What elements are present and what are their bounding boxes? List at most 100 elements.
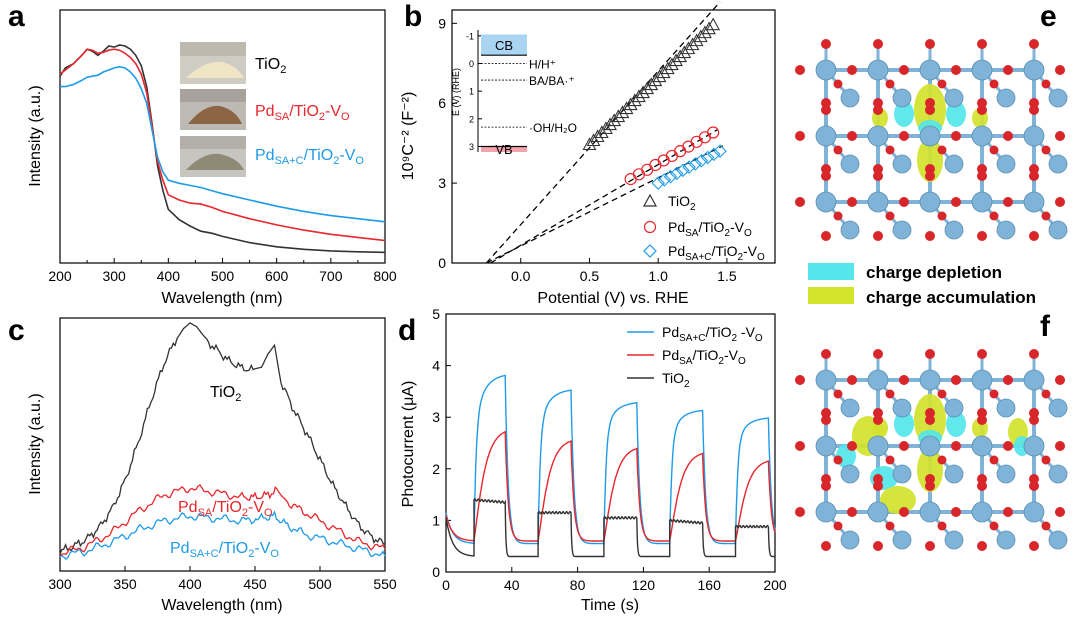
b-point-pdsac <box>682 160 696 174</box>
o-atom <box>1029 474 1039 484</box>
o-atom <box>989 79 999 89</box>
ti-atom <box>971 369 993 391</box>
o-atom <box>925 408 935 418</box>
d-xtick-label: 160 <box>698 577 722 593</box>
b-point-pdsa <box>632 168 646 181</box>
a-xtick-label: 500 <box>211 268 235 284</box>
o-atom <box>1055 197 1065 207</box>
b-point-tio2 <box>640 81 655 95</box>
o-atom <box>1029 408 1039 418</box>
o-atom <box>821 481 831 491</box>
d-ytick-label: 4 <box>432 358 440 374</box>
o-atom <box>1029 231 1039 241</box>
o-atom <box>925 39 935 49</box>
o-atom <box>951 197 961 207</box>
o-atom <box>1041 145 1051 155</box>
d-xtick-label: 200 <box>763 577 787 593</box>
ti-atom <box>815 435 837 457</box>
ti-atom <box>840 530 860 550</box>
c-xtick-label: 450 <box>243 576 267 592</box>
ti-atom <box>919 501 941 523</box>
o-atom <box>821 105 831 115</box>
o-atom <box>1029 541 1039 551</box>
b-point-tio2 <box>599 121 613 135</box>
panel-f-letter: f <box>1040 310 1051 343</box>
o-atom <box>989 389 999 399</box>
depletion-label: charge depletion <box>866 263 1002 282</box>
o-atom <box>977 481 987 491</box>
ti-atom <box>840 154 860 174</box>
ti-atom <box>1023 191 1045 213</box>
b-ytick-label: 3 <box>438 175 446 191</box>
b-point-pdsa <box>649 158 662 172</box>
o-atom <box>1041 389 1051 399</box>
band-diagram-inset: -1 0 1 2 3 CB VB H/H⁺ BA/BA·⁺ ·OH/H₂O E (V) (R… <box>451 30 577 157</box>
ti-atom <box>919 125 941 147</box>
o-atom <box>899 65 909 75</box>
o-atom <box>1003 65 1013 75</box>
panel-a-series <box>59 44 386 254</box>
o-atom <box>951 375 961 385</box>
b-point-tio2 <box>644 77 659 91</box>
b-point-tio2 <box>594 125 609 139</box>
inset-ytick-label: 2 <box>469 114 474 124</box>
o-atom <box>821 164 831 174</box>
b-point-pdsac <box>651 176 665 190</box>
panel-e: e <box>795 0 1068 241</box>
inset-ticks: -1 0 1 2 3 <box>466 31 482 152</box>
ti-atom <box>867 369 889 391</box>
c-series-line-2 <box>59 510 386 561</box>
o-atom <box>937 389 947 399</box>
o-atom <box>951 507 961 517</box>
d-series-line-1 <box>445 430 776 542</box>
ti-atom <box>944 398 964 418</box>
ti-atom <box>1023 125 1045 147</box>
panel-b-frame <box>451 9 776 264</box>
o-atom <box>1055 441 1065 451</box>
o-atom <box>873 481 883 491</box>
ti-atom <box>1023 59 1045 81</box>
b-point-pdsa <box>698 131 712 144</box>
o-atom <box>925 349 935 359</box>
panel-b-ylabel: 10⁹C⁻² (F⁻²) <box>400 92 417 181</box>
o-atom <box>937 455 947 465</box>
ti-atom <box>815 369 837 391</box>
ti-atom <box>1023 501 1045 523</box>
b-ytick-label: 9 <box>438 15 446 31</box>
o-atom <box>977 349 987 359</box>
o-atom <box>977 98 987 108</box>
legend-b-pdsa: PdSA/TiO2-VO <box>668 219 752 239</box>
panel-c-series <box>59 322 386 561</box>
ti-atom <box>815 501 837 523</box>
d-series-line-2 <box>445 497 775 558</box>
ti-atom <box>996 88 1016 108</box>
o-atom <box>977 39 987 49</box>
o-atom <box>977 105 987 115</box>
o-atom <box>899 131 909 141</box>
o-atom <box>977 408 987 418</box>
ti-atom <box>971 435 993 457</box>
ti-atom <box>1048 88 1068 108</box>
ti-atom <box>996 464 1016 484</box>
o-atom <box>847 197 857 207</box>
inset-ylabel: E (V) (RHE) <box>451 68 461 116</box>
o-atom <box>873 408 883 418</box>
b-point-tio2 <box>623 97 638 111</box>
o-atom <box>899 375 909 385</box>
o-atom <box>1003 375 1013 385</box>
b-fit-line-1 <box>490 129 718 264</box>
b-point-pdsa <box>707 126 720 139</box>
charge-accumulation-blob <box>917 448 943 492</box>
o-atom <box>1055 507 1065 517</box>
o-atom <box>795 375 805 385</box>
panel-d: d 0 40 80 120 160 200 0 1 2 3 4 5 Time (s) Photocur… <box>398 306 787 614</box>
a-xtick-label: 600 <box>265 268 289 284</box>
o-atom <box>925 415 935 425</box>
o-atom <box>795 197 805 207</box>
photo-caption-pdsac: PdSA+C/TiO2-VO <box>255 147 364 167</box>
panel-c-xlabel: Wavelength (nm) <box>161 597 282 614</box>
o-atom <box>873 231 883 241</box>
b-point-tio2 <box>582 137 597 151</box>
panel-a-letter: a <box>8 0 25 33</box>
sample-photo-tio2 <box>180 42 246 84</box>
